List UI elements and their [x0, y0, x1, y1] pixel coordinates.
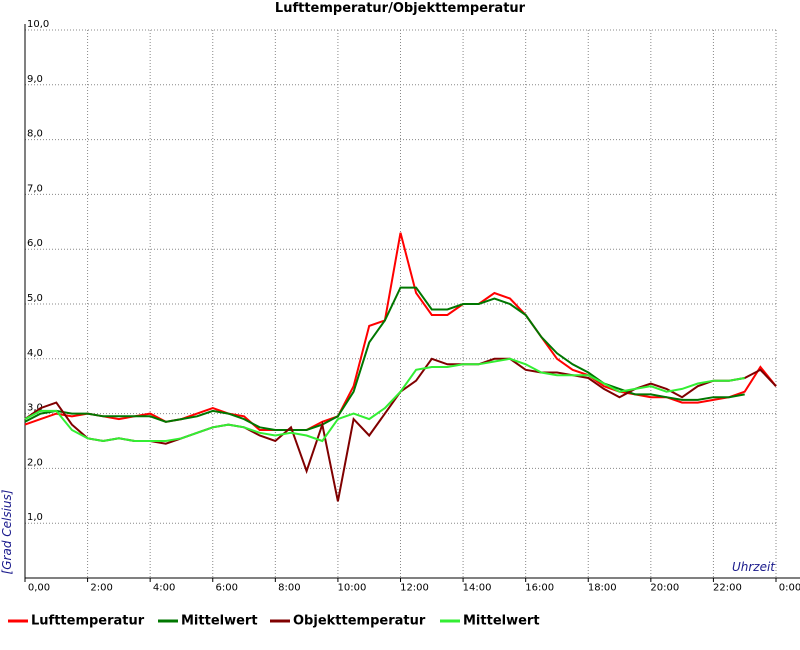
y-tick-label: 7,0 — [27, 183, 43, 194]
x-tick-label: 20:00 — [650, 582, 679, 593]
x-tick-label: 0,00 — [28, 582, 50, 593]
series-line — [24, 357, 777, 502]
y-tick-label: 9,0 — [27, 74, 43, 85]
y-axis-label: [Grad Celsius] — [0, 489, 14, 574]
legend-label: Lufttemperatur — [31, 614, 145, 629]
x-tick-label: 0:00 — [779, 582, 800, 593]
y-tick-label: 6,0 — [27, 238, 43, 249]
legend-label: Mittelwert — [463, 614, 540, 629]
y-tick-label: 2,0 — [27, 457, 43, 468]
y-tick-label: 8,0 — [27, 129, 43, 140]
x-tick-label: 8:00 — [278, 582, 300, 593]
x-tick-label: 12:00 — [400, 582, 429, 593]
y-tick-label: 3,0 — [27, 403, 43, 414]
x-tick-label: 2:00 — [90, 582, 112, 593]
series-line — [24, 357, 745, 443]
x-tick-label: 14:00 — [463, 582, 492, 593]
y-tick-label: 10,0 — [27, 19, 49, 30]
legend-label: Mittelwert — [181, 614, 258, 629]
series-line — [24, 232, 777, 431]
x-tick-label: 6:00 — [216, 582, 238, 593]
x-tick-label: 16:00 — [525, 582, 554, 593]
y-tick-label: 5,0 — [27, 293, 43, 304]
x-tick-label: 10:00 — [338, 582, 367, 593]
x-axis-label: Uhrzeit — [732, 560, 776, 574]
chart-title: Lufttemperatur/Objekttemperatur — [275, 1, 526, 16]
y-tick-label: 4,0 — [27, 348, 43, 359]
legend-label: Objekttemperatur — [293, 614, 426, 629]
y-tick-label: 1,0 — [27, 512, 43, 523]
x-tick-label: 18:00 — [588, 582, 617, 593]
x-tick-label: 22:00 — [713, 582, 742, 593]
x-tick-label: 4:00 — [153, 582, 175, 593]
